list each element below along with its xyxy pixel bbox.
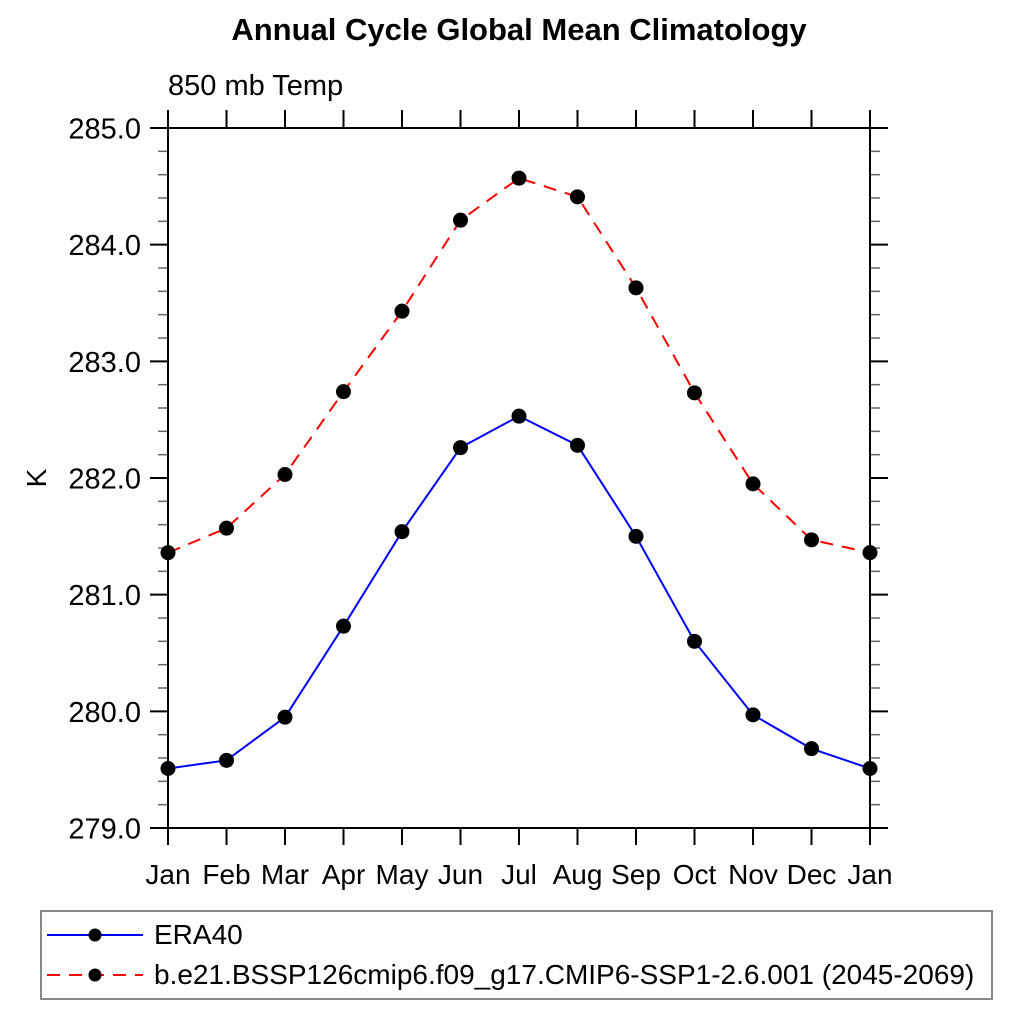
legend-marker-icon [88, 928, 102, 942]
data-point [453, 212, 468, 228]
data-point [453, 440, 468, 456]
data-point [687, 633, 702, 649]
data-point [511, 170, 527, 186]
series-line-1 [167, 177, 871, 554]
data-point [277, 709, 293, 725]
series-line-0 [167, 415, 871, 770]
legend-line-sample [47, 968, 143, 982]
data-point [277, 467, 293, 482]
legend: ERA40 b.e21.BSSP126cmip6.f09_g17.CMIP6-SS… [40, 910, 993, 1000]
data-point [687, 385, 702, 401]
legend-marker-icon [88, 968, 102, 982]
data-point [219, 520, 234, 536]
x-tick-label: Dec [787, 859, 837, 890]
data-point [804, 741, 819, 757]
data-point [862, 545, 878, 561]
y-tick-label: 282.0 [68, 464, 141, 496]
legend-line-sample [47, 928, 143, 942]
x-tick-label: Nov [728, 859, 778, 890]
data-point [511, 408, 527, 424]
data-point [862, 761, 878, 776]
plot-frame [167, 127, 871, 829]
data-point [628, 528, 644, 544]
data-point [745, 476, 761, 492]
y-tick-label: 284.0 [68, 230, 141, 262]
data-point [394, 303, 410, 319]
x-tick-label: Aug [553, 859, 603, 890]
x-tick-label: Jan [847, 859, 892, 890]
data-point [336, 618, 351, 634]
legend-item-0: ERA40 [42, 918, 991, 952]
y-tick-label: 283.0 [68, 347, 141, 379]
legend-label: ERA40 [154, 919, 243, 950]
x-tick-label: Oct [673, 859, 717, 890]
plot-area: 279.0 280.0 281.0 282.0 283.0 284.0 285.0 Jan Fe… [68, 110, 893, 890]
data-point [628, 280, 644, 296]
chart-subtitle: 850 mb Temp [168, 70, 344, 102]
chart-title: Annual Cycle Global Mean Climatology [231, 12, 807, 47]
data-point [570, 437, 585, 453]
data-point [219, 752, 234, 768]
data-point [804, 532, 819, 548]
x-tick-label: Jan [145, 859, 190, 890]
x-tick-label: Mar [261, 859, 309, 890]
x-tick-label: May [376, 859, 429, 890]
data-point [160, 761, 176, 776]
data-point [336, 384, 351, 400]
data-point [160, 545, 176, 561]
y-tick-label: 281.0 [68, 580, 141, 612]
data-point [394, 524, 410, 540]
legend-label: b.e21.BSSP126cmip6.f09_g17.CMIP6-SSP1-2.… [154, 959, 975, 990]
x-tick-label: Jun [438, 859, 483, 890]
legend-item-1: b.e21.BSSP126cmip6.f09_g17.CMIP6-SSP1-2.… [42, 958, 991, 992]
x-tick-label: Apr [322, 859, 366, 890]
data-point [745, 707, 761, 723]
x-tick-label: Jul [501, 859, 537, 890]
x-tick-label: Feb [202, 859, 250, 890]
y-tick-label: 280.0 [68, 697, 141, 729]
data-point [570, 189, 585, 205]
y-tick-label: 279.0 [68, 814, 141, 846]
y-tick-label: 285.0 [68, 114, 141, 146]
x-tick-label: Sep [611, 859, 661, 890]
